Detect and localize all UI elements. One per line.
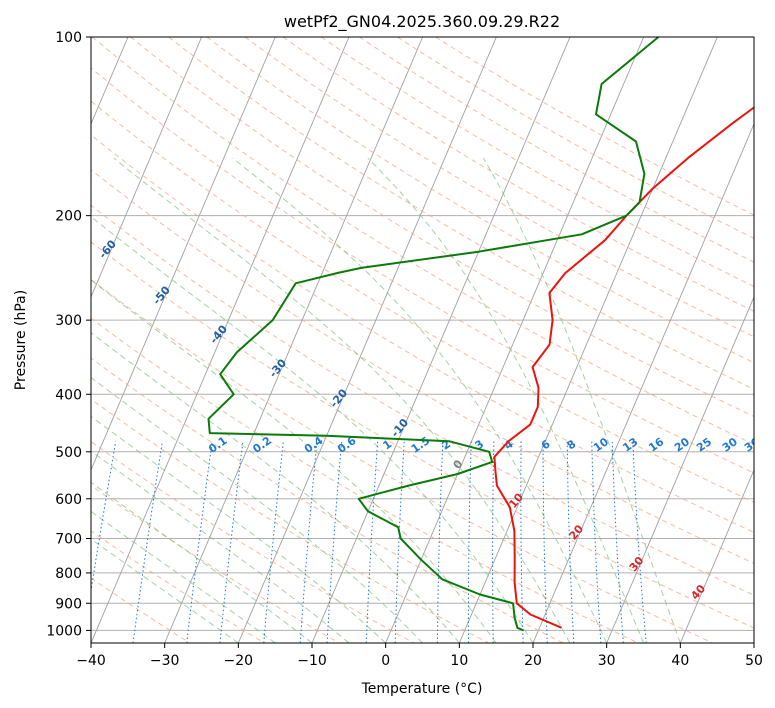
moist-adiabat-line <box>113 157 571 643</box>
x-tick-label: 30 <box>598 653 616 669</box>
isotherm-line <box>458 37 718 643</box>
dry-adiabat-line <box>282 37 754 312</box>
moist-adiabat-line <box>91 450 350 643</box>
dry-adiabat-line <box>91 100 754 503</box>
y-axis-title: Pressure (hPa) <box>13 290 29 390</box>
mixing-ratio-line <box>591 441 602 643</box>
moist-adiabat-line <box>482 157 681 643</box>
moist-adiabat-line <box>367 157 644 643</box>
y-tick-label: 300 <box>55 313 82 329</box>
dry-adiabat-line <box>91 530 265 643</box>
x-tick-label: 0 <box>381 653 390 669</box>
mixing-ratio-line <box>394 441 405 643</box>
isotherm-line <box>606 295 754 643</box>
dry-adiabat-line <box>91 241 754 629</box>
x-tick-label: −20 <box>224 653 254 669</box>
dewpoint-profile-line <box>207 37 660 632</box>
background-lines <box>91 37 754 643</box>
mixing-ratio-line <box>263 441 284 643</box>
mixing-ratio-line <box>520 441 524 643</box>
temperature-profile-line <box>493 106 754 629</box>
x-tick-label: −40 <box>76 653 106 669</box>
dry-adiabat-line <box>91 317 639 643</box>
isotherm-line <box>679 468 754 643</box>
chart-title: wetPf2_GN04.2025.360.09.29.R22 <box>284 12 560 32</box>
isotherm-line <box>91 37 276 472</box>
mixing-ratio-line <box>299 441 318 643</box>
mixing-ratio-line <box>91 441 117 594</box>
y-tick-label: 700 <box>55 532 82 548</box>
isotherm-line <box>532 122 754 643</box>
dry-adiabat-line <box>91 398 489 643</box>
plot-background <box>91 37 754 643</box>
mixing-ratio-line <box>611 441 624 643</box>
isotherm-line <box>164 37 424 643</box>
dry-adiabat-line <box>91 577 191 643</box>
mixing-ratio-line <box>542 441 548 643</box>
moist-adiabat-line <box>232 157 608 643</box>
y-tick-label: 200 <box>55 209 82 225</box>
x-tick-label: −30 <box>150 653 180 669</box>
mixing-ratio-line <box>467 441 472 643</box>
x-tick-label: 10 <box>450 653 468 669</box>
mixing-ratio-line <box>132 441 163 643</box>
y-tick-label: 100 <box>55 30 82 46</box>
y-axis: 100 200 300 400 500 600 700 800 900 1000 <box>46 30 91 639</box>
y-tick-label: 1000 <box>46 623 82 639</box>
mixing-ratio-line <box>566 441 575 643</box>
dry-adiabat-line <box>320 37 754 288</box>
mixing-ratio-line <box>632 441 647 643</box>
moist-adiabat-line <box>91 331 460 643</box>
mixing-ratio-line <box>365 441 379 643</box>
y-tick-label: 600 <box>55 492 82 508</box>
y-tick-label: 400 <box>55 387 82 403</box>
plot-frame <box>90 36 755 644</box>
dry-adiabat-line <box>91 357 564 643</box>
dry-adiabat-line <box>244 37 754 338</box>
isotherm-line <box>237 37 497 643</box>
dry-adiabat-line <box>91 169 754 564</box>
mixing-ratio-line <box>219 441 244 643</box>
dry-adiabat-line <box>91 204 754 596</box>
mixing-ratio-line <box>492 441 495 643</box>
y-tick-label: 500 <box>55 445 82 461</box>
mixing-ratio-line <box>436 441 444 643</box>
y-tick-label: 800 <box>55 566 82 582</box>
moist-adiabat-line <box>91 481 313 643</box>
x-axis-title: Temperature (°C) <box>361 681 483 697</box>
profile-lines <box>207 37 754 632</box>
x-axis: −40 −30 −20 −10 0 10 20 30 40 50 <box>76 643 763 669</box>
x-tick-label: 20 <box>524 653 542 669</box>
moist-adiabat-line <box>91 376 423 643</box>
mixing-ratio-line <box>186 441 213 643</box>
x-tick-label: 50 <box>745 653 763 669</box>
isotherm-line <box>385 37 645 643</box>
isotherm-line <box>91 37 203 299</box>
y-tick-label: 900 <box>55 596 82 612</box>
mixing-ratio-line <box>326 441 343 643</box>
dry-adiabat-line <box>91 134 754 533</box>
x-tick-label: 40 <box>671 653 689 669</box>
x-tick-label: −10 <box>297 653 327 669</box>
